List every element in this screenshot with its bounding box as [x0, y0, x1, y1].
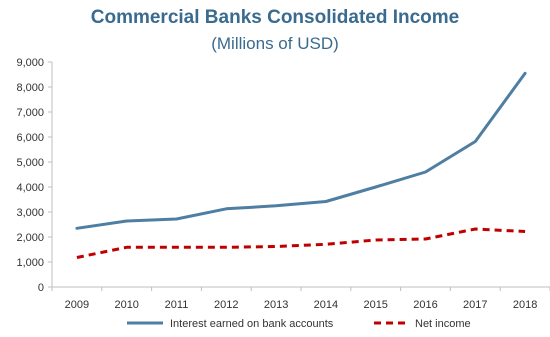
x-tick-label: 2014	[314, 299, 338, 311]
series-line-net-income	[76, 227, 526, 259]
x-tick-label: 2013	[264, 299, 288, 311]
y-tick-label: 1,000	[16, 257, 44, 269]
y-tick-label: 8,000	[16, 82, 44, 94]
y-tick-label: 4,000	[16, 182, 44, 194]
x-tick-label: 2010	[114, 299, 138, 311]
y-tick-label: 3,000	[16, 207, 44, 219]
series-line-interest	[75, 71, 527, 230]
legend-label: Net income	[415, 318, 471, 330]
x-tick-label: 2015	[363, 299, 387, 311]
x-tick-label: 2017	[463, 299, 487, 311]
chart-title: Commercial Banks Consolidated Income	[90, 7, 460, 28]
y-tick-label: 5,000	[16, 157, 44, 169]
x-tick-label: 2016	[413, 299, 437, 311]
x-tick-label: 2011	[165, 299, 189, 311]
x-tick-label: 2018	[513, 299, 537, 311]
y-tick-label: 2,000	[16, 232, 44, 244]
chart-subtitle: (Millions of USD)	[211, 34, 339, 53]
y-tick-label: 0	[38, 282, 44, 294]
x-tick-label: 2009	[65, 299, 89, 311]
y-tick-label: 9,000	[16, 57, 44, 69]
legend-label: Interest earned on bank accounts	[170, 318, 334, 330]
x-tick-label: 2012	[214, 299, 238, 311]
y-tick-label: 6,000	[16, 132, 44, 144]
y-tick-label: 7,000	[16, 107, 44, 119]
